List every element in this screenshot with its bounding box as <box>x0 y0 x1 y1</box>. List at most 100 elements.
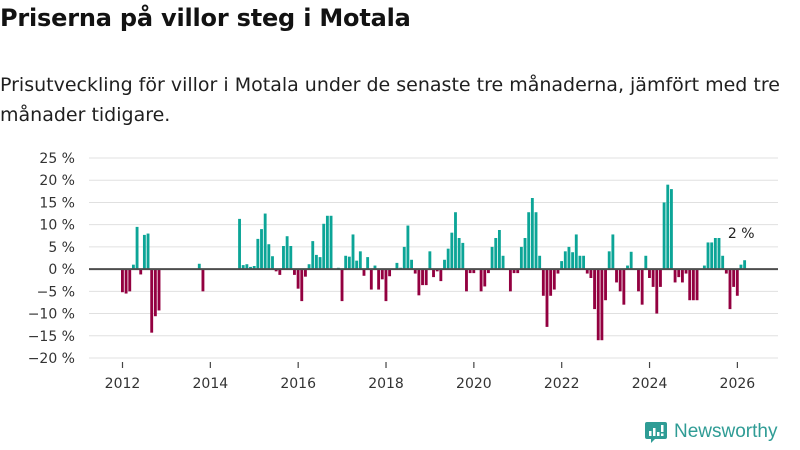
bar <box>245 264 249 270</box>
x-tick-label: 2022 <box>544 376 580 392</box>
bar <box>201 269 205 292</box>
bar <box>468 269 472 274</box>
bar <box>541 269 545 296</box>
bar <box>552 269 556 290</box>
y-tick-label: 25 % <box>39 151 75 167</box>
y-tick-label: 5 % <box>48 240 75 256</box>
newsworthy-logo-icon <box>645 422 667 443</box>
bar <box>490 246 494 270</box>
x-tick-label: 2018 <box>368 376 404 392</box>
bar <box>347 256 351 270</box>
bar <box>563 251 567 270</box>
bar <box>435 269 439 272</box>
y-tick-label: 0 % <box>48 262 75 278</box>
bar <box>629 251 633 270</box>
bar <box>501 255 505 270</box>
bar <box>329 215 333 270</box>
bar <box>274 269 278 272</box>
bar <box>578 255 582 270</box>
bar <box>706 242 710 270</box>
bar <box>593 269 596 310</box>
bar <box>640 269 644 305</box>
chart-subtitle: Prisutveckling för villor i Motala under… <box>0 74 780 126</box>
bar <box>355 260 359 270</box>
bar <box>384 269 388 302</box>
bar <box>267 244 271 270</box>
bar <box>710 242 714 270</box>
bar <box>410 259 413 270</box>
bar <box>153 269 157 317</box>
y-tick-label: −5 % <box>37 284 75 300</box>
bar <box>296 269 300 289</box>
bar <box>124 269 128 294</box>
bar <box>417 269 421 296</box>
bar <box>443 259 446 270</box>
bar <box>278 269 282 275</box>
bar <box>311 241 315 270</box>
bar <box>677 269 681 278</box>
bar <box>263 213 267 270</box>
bar <box>530 198 534 270</box>
bar <box>644 255 648 270</box>
bar <box>497 230 501 270</box>
bar <box>358 251 362 270</box>
bar <box>732 269 736 287</box>
bar <box>695 269 699 301</box>
bar <box>688 269 692 301</box>
bar <box>344 255 348 270</box>
bar <box>369 269 373 290</box>
bar <box>131 264 135 270</box>
bar <box>450 232 454 270</box>
x-tick-label: 2020 <box>456 376 492 392</box>
bar <box>713 238 717 270</box>
bar <box>271 256 274 270</box>
bar <box>318 257 322 270</box>
bar <box>439 269 443 282</box>
bar <box>285 236 289 270</box>
x-tick-label: 2024 <box>632 376 668 392</box>
bar <box>197 263 201 270</box>
chart-title: Priserna på villor steg i Motala <box>0 4 411 32</box>
bar <box>282 246 285 270</box>
bar <box>428 251 432 270</box>
y-tick-label: 20 % <box>39 173 75 189</box>
gridlines <box>89 157 778 359</box>
bar <box>567 246 571 270</box>
bar <box>607 251 611 270</box>
bar <box>508 269 512 292</box>
bar <box>432 269 435 278</box>
bars <box>121 184 747 341</box>
bar <box>571 252 575 270</box>
bar <box>366 257 370 270</box>
bar <box>139 269 143 275</box>
bar <box>135 226 139 270</box>
y-axis-ticks: 25 % 20 % 15 % 10 % 5 % 0 % −5 % −10 % −15 % −20 … <box>28 151 75 367</box>
bar <box>300 269 304 302</box>
bar <box>340 269 344 302</box>
bar <box>626 265 629 270</box>
bar <box>604 269 607 301</box>
bar <box>128 269 132 292</box>
bar <box>322 223 326 270</box>
bar <box>585 269 589 274</box>
bar <box>146 233 150 270</box>
bar <box>743 260 747 270</box>
bar <box>413 269 417 274</box>
bar <box>691 269 695 301</box>
annotations: 2 % <box>726 225 756 244</box>
y-tick-label: 10 % <box>39 218 75 234</box>
bar <box>421 269 424 286</box>
bar <box>479 269 483 292</box>
bar <box>739 264 743 270</box>
bar <box>538 255 542 270</box>
bar <box>307 264 311 270</box>
bar <box>373 265 377 270</box>
bar <box>377 269 381 290</box>
bar <box>596 269 600 341</box>
bar <box>150 269 154 333</box>
bar <box>260 229 263 270</box>
newsworthy-logo: Newsworthy <box>644 420 777 444</box>
bar <box>684 269 688 274</box>
bar <box>289 246 293 270</box>
bar <box>362 269 366 276</box>
